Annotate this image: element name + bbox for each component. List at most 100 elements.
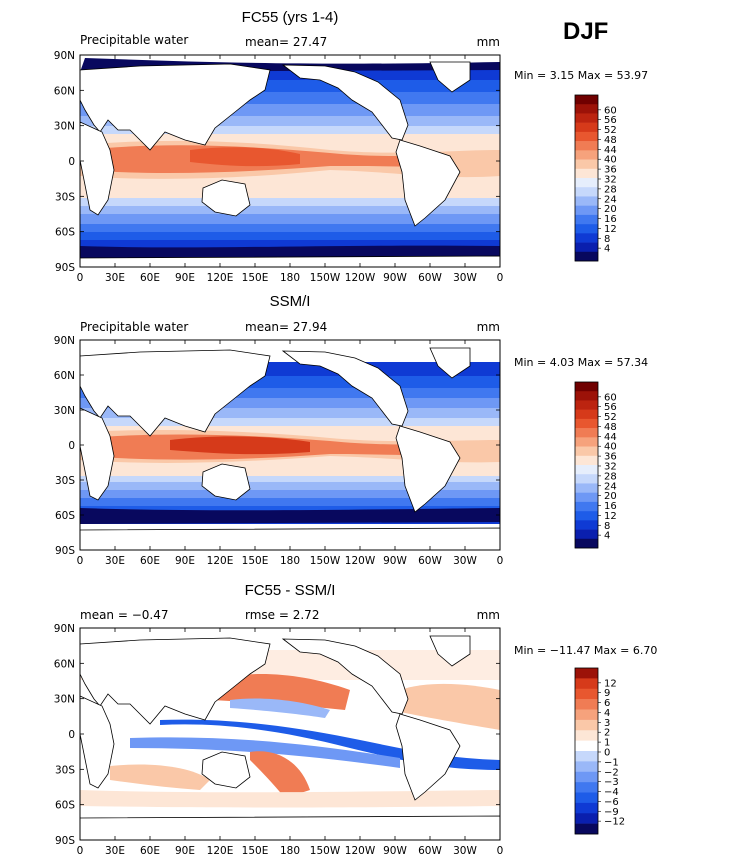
colorbar-swatch [575, 141, 598, 151]
panel-fc55: FC55 (yrs 1-4) Precipitable water mean= … [54, 9, 648, 284]
colorbar-label: 16 [604, 214, 617, 225]
colorbar-swatch [575, 455, 598, 466]
y-tick-label: 90N [54, 623, 75, 635]
colorbar-label: 3 [604, 718, 610, 729]
colorbar-label: 56 [604, 115, 617, 126]
continent-outlines [79, 635, 501, 841]
x-tick-label: 150W [310, 845, 341, 857]
colorbar-label: 24 [604, 194, 617, 205]
x-tick-label: 120E [207, 845, 234, 857]
panel-title: FC55 (yrs 1-4) [242, 9, 339, 26]
colorbar-label: 48 [604, 422, 617, 433]
x-tick-label: 60W [418, 272, 442, 284]
colorbar-swatch [575, 150, 598, 160]
colorbar-label: 20 [604, 491, 617, 502]
colorbar-swatch [575, 740, 598, 752]
colorbar-label: 0 [604, 747, 610, 758]
colorbar-swatch [575, 113, 598, 123]
y-tick-label: 90S [55, 835, 75, 847]
colorbar-swatch [575, 501, 598, 512]
colorbar-label: −3 [604, 777, 619, 788]
y-tick-label: 30N [54, 694, 75, 706]
y-tick-label: 30N [54, 121, 75, 133]
colorbar-label: −12 [604, 817, 625, 828]
colorbar-swatch [575, 437, 598, 447]
colorbar-swatch [575, 233, 598, 243]
colorbar-swatch [575, 719, 598, 731]
colorbar-swatch [575, 104, 598, 114]
colorbar-label: 32 [604, 174, 617, 185]
x-tick-label: 0 [77, 555, 84, 567]
colorbar-label: 12 [604, 678, 617, 689]
colorbar-label: 24 [604, 481, 617, 492]
panel-title: SSM/I [270, 293, 311, 310]
y-tick-label: 60N [54, 658, 75, 670]
panel-unit-label: mm [477, 608, 500, 622]
colorbar-label: 48 [604, 135, 617, 146]
x-tick-label: 90E [175, 555, 195, 567]
x-tick-label: 180 [280, 555, 300, 567]
colorbar-label: 60 [604, 392, 617, 403]
continent-outlines [79, 347, 501, 551]
colorbar-label: −6 [604, 797, 619, 808]
x-tick-label: 150E [242, 555, 269, 567]
y-tick-label: 30N [54, 405, 75, 417]
axis-ticks: 0 30E 60E 90E 120E 150E 180 150W 120W 90W 60W 30W 09… [54, 335, 504, 567]
x-tick-label: 180 [280, 272, 300, 284]
colorbar-label: 40 [604, 442, 617, 453]
x-tick-label: 150W [310, 272, 341, 284]
colorbar-swatch [575, 792, 598, 804]
colorbar-label: 8 [604, 234, 610, 245]
colorbar-swatch [575, 400, 598, 410]
x-tick-label: 30W [453, 272, 477, 284]
colorbar-swatch [575, 761, 598, 773]
colorbar-swatch [575, 382, 598, 392]
x-tick-label: 60W [418, 845, 442, 857]
axis-ticks: 0 30E 60E 90E 120E 150E 180 150W 120W 90W 60W 30W 09… [54, 623, 504, 857]
x-tick-label: 120W [345, 845, 376, 857]
y-tick-label: 90N [54, 335, 75, 347]
x-tick-label: 0 [77, 272, 84, 284]
colorbar-swatch [575, 709, 598, 721]
colorbar-label: 4 [604, 708, 610, 719]
colorbar-label: 52 [604, 125, 617, 136]
y-tick-label: 0 [68, 729, 75, 741]
panel-left-label: Precipitable water [80, 33, 188, 47]
x-tick-label: 120E [207, 555, 234, 567]
panel-center-label: mean= 27.94 [245, 320, 327, 334]
colorbar-swatch [575, 492, 598, 503]
x-tick-label: 0 [497, 272, 504, 284]
colorbar-swatch [575, 668, 598, 679]
colorbar-label: 8 [604, 521, 610, 532]
colorbar-swatch [575, 446, 598, 457]
colorbar-swatch [575, 474, 598, 484]
panel-unit-label: mm [477, 320, 500, 334]
colorbar-swatch [575, 813, 598, 824]
colorbar-label: 60 [604, 105, 617, 116]
x-tick-label: 120E [207, 272, 234, 284]
colorbar-swatch [575, 802, 598, 814]
colorbar-swatch [575, 251, 598, 262]
colorbar-label: 6 [604, 698, 610, 709]
x-tick-label: 60W [418, 555, 442, 567]
colorbar-label: −2 [604, 767, 619, 778]
x-tick-label: 0 [77, 845, 84, 857]
colorbar-frame [574, 667, 599, 835]
colorbar-swatch [575, 196, 598, 206]
colorbar-label: 12 [604, 511, 617, 522]
x-tick-label: 30E [105, 272, 125, 284]
colorbar-label: −9 [604, 807, 619, 818]
x-tick-label: 90E [175, 845, 195, 857]
colorbar-label: 32 [604, 461, 617, 472]
x-tick-label: 90W [383, 272, 407, 284]
panel-stats: Min = 3.15 Max = 53.97 [514, 69, 648, 82]
colorbar-swatch [575, 242, 598, 253]
x-tick-label: 120W [345, 272, 376, 284]
colorbar-swatch [575, 131, 598, 142]
colorbar-label: 28 [604, 471, 617, 482]
colorbar-label: 36 [604, 452, 617, 463]
x-tick-label: 30E [105, 845, 125, 857]
x-tick-label: 0 [497, 555, 504, 567]
colorbar-swatch [575, 205, 598, 216]
